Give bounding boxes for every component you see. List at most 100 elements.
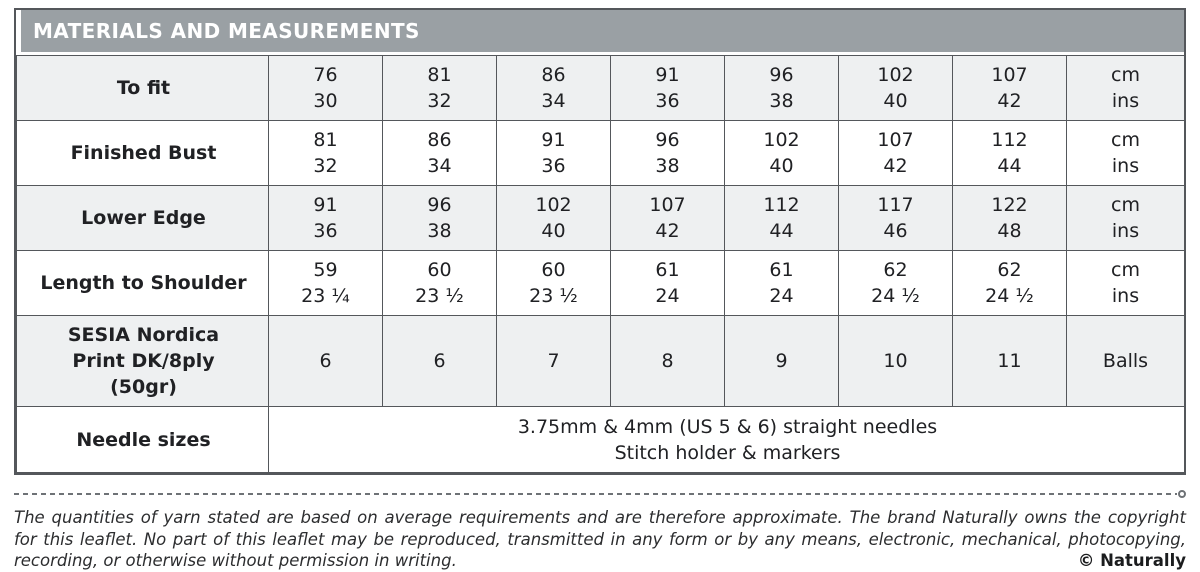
ins-value: 42 xyxy=(655,220,680,242)
ins-value: 38 xyxy=(769,90,794,112)
unit-cm: cm xyxy=(1111,194,1140,216)
size-cell: 62 24 ½ xyxy=(838,250,953,316)
cm-value: 96 xyxy=(427,194,452,216)
size-cell: 112 44 xyxy=(952,120,1067,186)
size-cell: 91 36 xyxy=(268,185,383,251)
ins-value: 40 xyxy=(541,220,566,242)
cm-value: 102 xyxy=(763,129,800,151)
ins-value: 48 xyxy=(997,220,1022,242)
size-cell: 96 38 xyxy=(382,185,497,251)
balls-cell: 6 xyxy=(268,315,383,407)
size-cell: 81 32 xyxy=(382,55,497,121)
cm-value: 107 xyxy=(877,129,914,151)
ins-value: 40 xyxy=(769,155,794,177)
cm-value: 76 xyxy=(313,64,338,86)
balls-cell: 11 xyxy=(952,315,1067,407)
table-title: MATERIALS AND MEASUREMENTS xyxy=(33,19,420,43)
cm-value: 61 xyxy=(655,259,680,281)
cm-value: 96 xyxy=(769,64,794,86)
unit-cm: cm xyxy=(1111,129,1140,151)
ins-value: 34 xyxy=(427,155,452,177)
table-row-length-to-shoulder: Length to Shoulder 59 23 ¼ 60 23 ½ 60 23 ½ … xyxy=(16,250,1185,316)
cm-value: 81 xyxy=(427,64,452,86)
size-cell: 81 32 xyxy=(268,120,383,186)
size-cell: 107 42 xyxy=(952,55,1067,121)
ins-value: 34 xyxy=(541,90,566,112)
row-label: SESIA Nordica Print DK/8ply (50gr) xyxy=(16,315,269,407)
cm-value: 91 xyxy=(541,129,566,151)
unit-ins: ins xyxy=(1111,155,1140,177)
cm-value: 112 xyxy=(991,129,1028,151)
table-title-bar: MATERIALS AND MEASUREMENTS xyxy=(21,10,1184,52)
unit-cell: cm ins xyxy=(1066,120,1185,186)
size-cell: 91 36 xyxy=(610,55,725,121)
ins-value: 46 xyxy=(883,220,908,242)
cm-value: 122 xyxy=(991,194,1028,216)
size-cell: 107 42 xyxy=(838,120,953,186)
size-cell: 102 40 xyxy=(724,120,839,186)
ins-value: 23 ¼ xyxy=(301,285,350,307)
unit-ins: ins xyxy=(1111,285,1140,307)
cm-value: 81 xyxy=(313,129,338,151)
cm-value: 61 xyxy=(769,259,794,281)
ins-value: 36 xyxy=(541,155,566,177)
table-row-finished-bust: Finished Bust 81 32 86 34 91 36 96 38 102 40 … xyxy=(16,120,1185,186)
size-cell: 112 44 xyxy=(724,185,839,251)
ins-value: 36 xyxy=(655,90,680,112)
size-cell: 91 36 xyxy=(496,120,611,186)
size-cell: 76 30 xyxy=(268,55,383,121)
ins-value: 24 ½ xyxy=(985,285,1034,307)
unit-cell: Balls xyxy=(1066,315,1185,407)
table-row-needle-sizes: Needle sizes 3.75mm & 4mm (US 5 & 6) str… xyxy=(16,406,1185,473)
table-row-yarn: SESIA Nordica Print DK/8ply (50gr) 6 6 7… xyxy=(16,315,1185,407)
ins-value: 24 ½ xyxy=(871,285,920,307)
size-cell: 62 24 ½ xyxy=(952,250,1067,316)
cm-value: 96 xyxy=(655,129,680,151)
ins-value: 38 xyxy=(427,220,452,242)
ins-value: 24 xyxy=(769,285,794,307)
balls-cell: 9 xyxy=(724,315,839,407)
size-cell: 86 34 xyxy=(382,120,497,186)
unit-ins: ins xyxy=(1111,220,1140,242)
ins-value: 42 xyxy=(997,90,1022,112)
cm-value: 107 xyxy=(991,64,1028,86)
cm-value: 91 xyxy=(655,64,680,86)
unit-cell: cm ins xyxy=(1066,250,1185,316)
cm-value: 102 xyxy=(877,64,914,86)
needle-line-1: 3.75mm & 4mm (US 5 & 6) straight needles xyxy=(517,415,938,438)
balls-cell: 6 xyxy=(382,315,497,407)
cm-value: 102 xyxy=(535,194,572,216)
cut-line xyxy=(14,490,1186,498)
row-label: Lower Edge xyxy=(16,185,269,251)
size-cell: 61 24 xyxy=(610,250,725,316)
copyright-notice: The quantities of yarn stated are based … xyxy=(14,507,1186,572)
ins-value: 32 xyxy=(427,90,452,112)
unit-cell: cm ins xyxy=(1066,185,1185,251)
size-cell: 86 34 xyxy=(496,55,611,121)
unit-cm: cm xyxy=(1111,259,1140,281)
copyright-line-1: The quantities of yarn stated are based … xyxy=(14,508,1186,527)
row-label: Length to Shoulder xyxy=(16,250,269,316)
materials-measurements-table: MATERIALS AND MEASUREMENTS To fit 76 30 8… xyxy=(14,8,1186,475)
cut-line-end-circle-icon xyxy=(1178,490,1186,498)
size-cell: 60 23 ½ xyxy=(496,250,611,316)
cm-value: 62 xyxy=(997,259,1022,281)
size-cell: 102 40 xyxy=(496,185,611,251)
row-label: Finished Bust xyxy=(16,120,269,186)
size-cell: 60 23 ½ xyxy=(382,250,497,316)
ins-value: 44 xyxy=(769,220,794,242)
cm-value: 62 xyxy=(883,259,908,281)
cm-value: 107 xyxy=(649,194,686,216)
ins-value: 24 xyxy=(655,285,680,307)
ins-value: 30 xyxy=(313,90,338,112)
unit-ins: ins xyxy=(1111,90,1140,112)
ins-value: 42 xyxy=(883,155,908,177)
balls-cell: 10 xyxy=(838,315,953,407)
ins-value: 32 xyxy=(313,155,338,177)
table-row-lower-edge: Lower Edge 91 36 96 38 102 40 107 42 112 44 1… xyxy=(16,185,1185,251)
ins-value: 44 xyxy=(997,155,1022,177)
cm-value: 91 xyxy=(313,194,338,216)
cm-value: 86 xyxy=(427,129,452,151)
cm-value: 86 xyxy=(541,64,566,86)
size-cell: 96 38 xyxy=(724,55,839,121)
